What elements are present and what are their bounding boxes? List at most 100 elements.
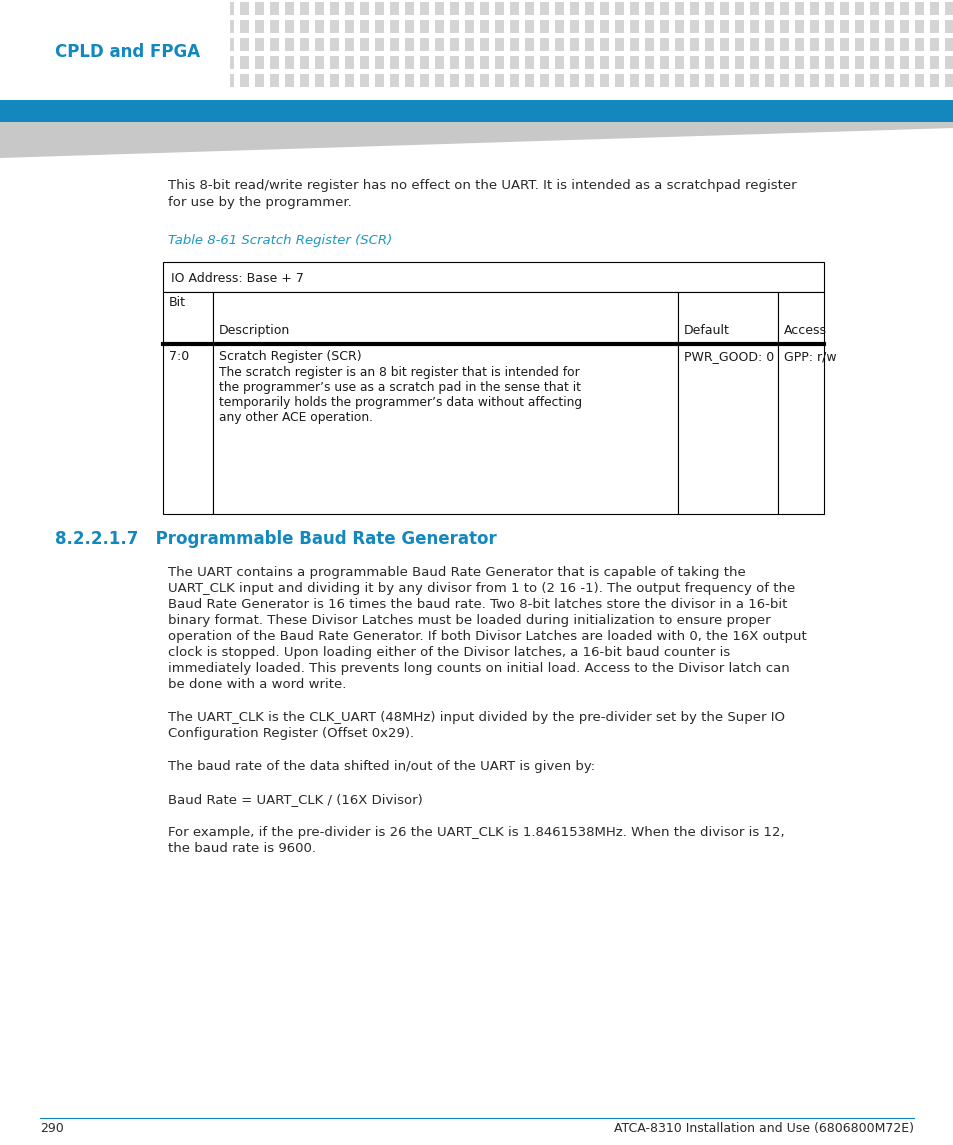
Bar [464,56,474,69]
Bar [464,2,474,15]
Bar [254,38,264,52]
Bar [749,38,759,52]
Bar [678,344,778,514]
Text: 8.2.2.1.7   Programmable Baud Rate Generator: 8.2.2.1.7 Programmable Baud Rate Generat… [55,530,497,548]
Bar [285,56,294,69]
Bar [180,2,189,15]
Bar [794,19,803,33]
Bar [629,74,639,87]
Bar [254,56,264,69]
Bar [495,2,503,15]
Text: immediately loaded. This prevents long counts on initial load. Access to the Div: immediately loaded. This prevents long c… [168,662,789,676]
Bar [569,38,578,52]
Bar [678,292,778,344]
Bar [780,38,788,52]
Bar [0,0,953,100]
Bar [314,19,324,33]
Bar [314,38,324,52]
Bar [539,2,548,15]
Bar [780,2,788,15]
Bar [840,19,848,33]
Bar [45,2,54,15]
Bar [120,38,129,52]
Bar [479,2,489,15]
Bar [390,56,398,69]
Bar [479,38,489,52]
Bar [90,38,99,52]
Bar [435,38,443,52]
Text: clock is stopped. Upon loading either of the Divisor latches, a 16-bit baud coun: clock is stopped. Upon loading either of… [168,646,729,660]
Bar [689,2,699,15]
Bar [644,2,654,15]
Text: for use by the programmer.: for use by the programmer. [168,196,352,210]
Bar [15,19,24,33]
Bar [495,56,503,69]
Bar [375,19,384,33]
Bar [359,56,369,69]
Bar [299,2,309,15]
Bar [450,2,458,15]
Bar [135,38,144,52]
Bar [150,38,159,52]
Bar [75,38,84,52]
Bar [659,38,668,52]
Bar [764,38,773,52]
Polygon shape [0,123,953,158]
Bar [435,74,443,87]
Bar [675,38,683,52]
Text: 7:0: 7:0 [169,350,189,363]
Bar [944,38,953,52]
Bar [899,56,908,69]
Text: Table 8-61 Scratch Register (SCR): Table 8-61 Scratch Register (SCR) [168,234,392,247]
Bar [359,38,369,52]
Bar [464,38,474,52]
Bar [419,38,429,52]
Bar [375,56,384,69]
Bar [929,2,938,15]
Bar [405,2,414,15]
Bar [213,344,678,514]
Bar [569,56,578,69]
Bar [854,19,863,33]
Bar [780,74,788,87]
Bar [749,74,759,87]
Bar [390,2,398,15]
Bar [869,19,878,33]
Bar [869,74,878,87]
Text: For example, if the pre-divider is 26 the UART_CLK is 1.8461538MHz. When the div: For example, if the pre-divider is 26 th… [168,826,783,839]
Bar [390,74,398,87]
Bar [869,2,878,15]
Bar [524,56,534,69]
Bar [299,19,309,33]
Bar [809,19,818,33]
Bar [555,56,563,69]
Bar [15,2,24,15]
Bar [30,38,39,52]
Text: Baud Rate = UART_CLK / (16X Divisor): Baud Rate = UART_CLK / (16X Divisor) [168,793,422,806]
Bar [734,56,743,69]
Bar [210,2,219,15]
Bar [569,74,578,87]
Bar [450,56,458,69]
Bar [495,19,503,33]
Bar [629,38,639,52]
Bar [210,38,219,52]
Bar [675,74,683,87]
Bar [884,38,893,52]
Text: 290: 290 [40,1122,64,1135]
Bar [15,56,24,69]
Bar [495,74,503,87]
Bar [884,74,893,87]
Bar [45,19,54,33]
Bar [30,19,39,33]
Bar [163,262,823,292]
Text: Baud Rate Generator is 16 times the baud rate. Two 8-bit latches store the divis: Baud Rate Generator is 16 times the baud… [168,598,786,611]
Bar [75,2,84,15]
Text: operation of the Baud Rate Generator. If both Divisor Latches are loaded with 0,: operation of the Baud Rate Generator. If… [168,630,806,643]
Bar [464,19,474,33]
Bar [270,38,278,52]
Bar [240,19,249,33]
Bar [60,38,69,52]
Bar [105,38,113,52]
Bar [0,56,9,69]
